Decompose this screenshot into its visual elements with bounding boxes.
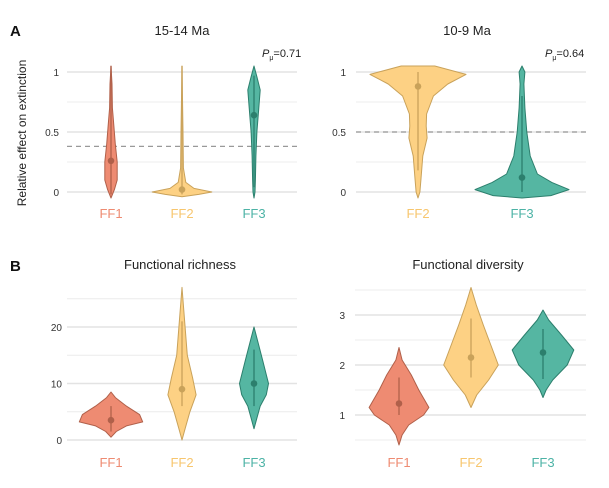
median-point-ff2 xyxy=(467,354,475,361)
x-category-label: FF1 xyxy=(99,206,122,221)
x-category-label: FF1 xyxy=(387,455,410,470)
y-tick-label: 20 xyxy=(51,323,63,334)
y-tick-label: 1 xyxy=(340,68,346,79)
mu-subscript: μ xyxy=(552,55,556,62)
panel-label-a: A xyxy=(10,23,21,40)
median-point-ff3 xyxy=(250,111,258,119)
y-tick-label: 0 xyxy=(56,436,62,447)
x-category-label: FF3 xyxy=(531,455,554,470)
panel-title: 10-9 Ma xyxy=(443,23,491,38)
p-mu-annotation: Pμ=0.71 xyxy=(262,48,301,62)
median-point-ff2 xyxy=(178,385,186,393)
chart-panel-3: 0 10 20 Functional richness FF1 FF2 FF3 xyxy=(51,257,297,470)
y-tick-label: 0.5 xyxy=(45,128,59,139)
chart-panel-2: 0 0.5 1 10-9 Ma Pμ=0.64 FF2 FF3 xyxy=(332,23,586,221)
chart-panel-4: 1 2 3 Functional diversity FF1 FF2 FF3 xyxy=(339,257,586,470)
y-axis-label: Relative effect on extinction xyxy=(15,60,29,207)
p-symbol: P xyxy=(545,48,553,60)
x-category-label: FF2 xyxy=(170,455,193,470)
panel-title: 15-14 Ma xyxy=(155,23,211,38)
median-point-ff3 xyxy=(539,349,547,356)
median-point-ff1 xyxy=(107,157,115,165)
median-point-ff2 xyxy=(414,83,422,90)
p-symbol: P xyxy=(262,48,270,60)
panel-label-b: B xyxy=(10,258,21,275)
x-category-label: FF2 xyxy=(170,206,193,221)
median-point-ff1 xyxy=(395,400,403,407)
median-point-ff3 xyxy=(250,380,258,387)
median-point-ff1 xyxy=(107,416,115,424)
x-category-label: FF2 xyxy=(406,206,429,221)
p-value: =0.64 xyxy=(556,48,584,60)
y-tick-label: 0 xyxy=(340,188,346,199)
y-tick-label: 0 xyxy=(53,188,59,199)
panel-title: Functional richness xyxy=(124,257,236,272)
median-point-ff3 xyxy=(518,174,526,181)
p-value: =0.71 xyxy=(273,48,301,60)
median-point-ff2 xyxy=(178,186,186,193)
y-tick-label: 1 xyxy=(339,411,345,422)
x-category-label: FF3 xyxy=(242,455,265,470)
mu-subscript: μ xyxy=(269,55,273,62)
y-tick-label: 3 xyxy=(339,311,345,322)
x-category-label: FF3 xyxy=(242,206,265,221)
y-tick-label: 1 xyxy=(53,68,59,79)
panel-title: Functional diversity xyxy=(412,257,524,272)
y-tick-label: 2 xyxy=(339,361,345,372)
x-category-label: FF2 xyxy=(459,455,482,470)
chart-panel-1: 0 0.5 1 15-14 Ma Pμ=0.71 FF1 FF2 FF3 xyxy=(45,23,301,221)
x-category-label: FF1 xyxy=(99,455,122,470)
y-tick-label: 10 xyxy=(51,380,63,391)
y-tick-label: 0.5 xyxy=(332,128,346,139)
x-category-label: FF3 xyxy=(510,206,533,221)
p-mu-annotation: Pμ=0.64 xyxy=(545,48,584,62)
